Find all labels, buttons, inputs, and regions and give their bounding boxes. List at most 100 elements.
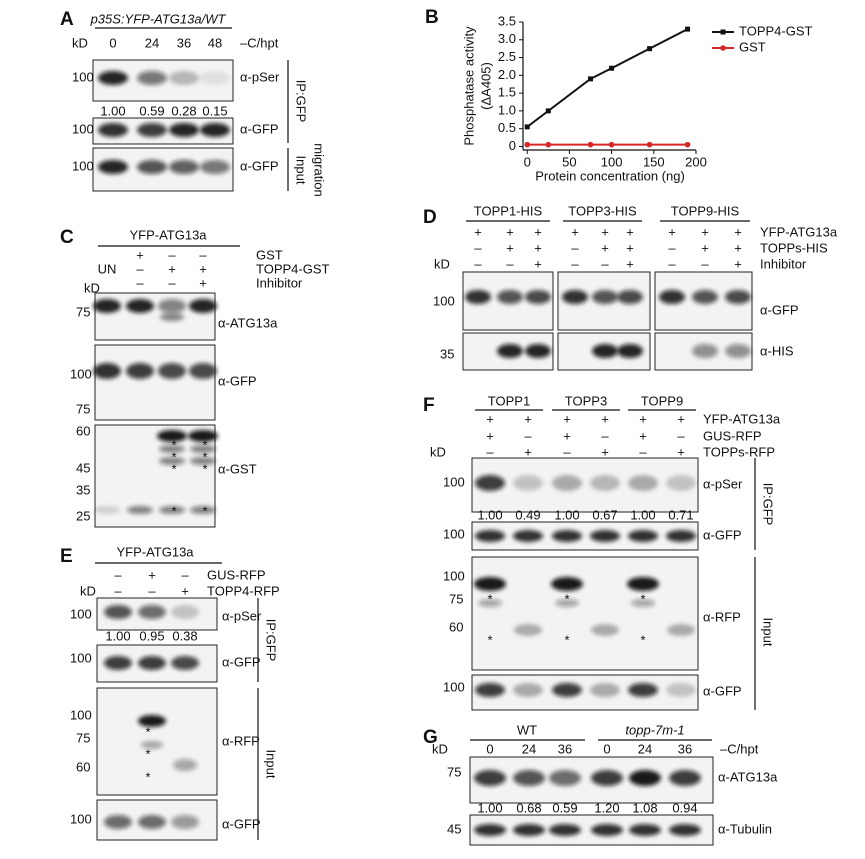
lane-label: 0 <box>603 741 610 756</box>
blot-band <box>555 599 579 607</box>
marker: 35 <box>76 482 90 497</box>
blot-band <box>628 530 658 542</box>
blot-band <box>669 770 701 786</box>
sign: + <box>136 247 144 262</box>
quantification: 1.00 <box>554 507 579 522</box>
data-point <box>608 141 615 148</box>
blot-band <box>513 530 543 542</box>
blot-band <box>474 577 506 591</box>
blot-band <box>666 530 696 542</box>
sign: – <box>114 567 122 582</box>
marker: 35 <box>440 346 454 361</box>
blot-band <box>475 683 505 697</box>
blot-band <box>474 824 506 836</box>
sign: + <box>734 240 742 255</box>
sign: + <box>474 224 482 239</box>
sign: – <box>601 256 609 271</box>
quantification: 0.94 <box>672 800 697 815</box>
sign: – <box>571 240 579 255</box>
marker: 75 <box>76 401 90 416</box>
panel-label: C <box>60 227 74 248</box>
label: kD <box>432 741 448 756</box>
antibody: α-HIS <box>760 343 794 358</box>
sign: + <box>506 240 514 255</box>
marker: 45 <box>76 460 90 475</box>
bracket-label: Input <box>264 750 279 779</box>
blot-band <box>592 290 618 304</box>
blot-band <box>666 475 696 491</box>
blot-band <box>137 160 167 174</box>
sign: – <box>677 428 685 443</box>
sign: + <box>486 428 494 443</box>
blot-band <box>200 160 230 174</box>
sign: + <box>534 240 542 255</box>
lane-label: 0 <box>486 741 493 756</box>
blot-band <box>189 363 217 379</box>
blot-band <box>549 770 581 786</box>
label: kD <box>84 280 100 295</box>
bracket-label: IP:GFP <box>294 80 309 123</box>
label: kD <box>72 35 88 50</box>
data-point <box>545 141 552 148</box>
blot-band <box>474 770 506 786</box>
blot-band <box>138 656 166 670</box>
marker: 100 <box>443 474 465 489</box>
antibody: α-GST <box>218 461 257 476</box>
blot-band <box>549 824 581 836</box>
treatment: TOPPs-HIS <box>760 240 828 255</box>
blot-band <box>173 759 197 771</box>
sign: + <box>639 428 647 443</box>
antibody: α-GFP <box>222 654 261 669</box>
blot-band <box>157 430 187 442</box>
marker: 75 <box>447 764 461 779</box>
quantification: 0.71 <box>668 507 693 522</box>
quantification: 0.15 <box>202 103 227 118</box>
lane-label: 24 <box>145 35 159 50</box>
y-axis-label: (ΔA405) <box>478 62 493 110</box>
panel-title: p35S:YFP-ATG13a/WT <box>90 11 227 26</box>
blot-band <box>159 506 185 514</box>
panel-label: A <box>60 9 74 30</box>
blot-band <box>628 475 658 491</box>
marker: 100 <box>70 811 92 826</box>
label: kD <box>434 256 450 271</box>
series-line <box>526 28 689 128</box>
panel-label: B <box>425 7 439 28</box>
sign: – <box>181 567 189 582</box>
quantification: 0.59 <box>139 103 164 118</box>
sign: – <box>486 444 494 459</box>
sign: + <box>601 224 609 239</box>
band-asterisk: * <box>487 632 492 647</box>
sign: + <box>601 240 609 255</box>
blot-band <box>692 344 718 358</box>
blot-band <box>137 123 167 137</box>
legend-marker <box>720 45 726 51</box>
sign: + <box>701 240 709 255</box>
band-asterisk: * <box>564 632 569 647</box>
marker: 60 <box>76 759 90 774</box>
sign: + <box>601 411 609 426</box>
data-point <box>646 141 653 148</box>
antibody: α-pSer <box>240 69 280 84</box>
blot-band <box>137 71 167 85</box>
band-asterisk: * <box>202 449 207 464</box>
x-tick-label: 150 <box>643 154 665 169</box>
sign: – <box>474 256 482 271</box>
panel-label: E <box>60 546 73 567</box>
sign: – <box>114 583 122 598</box>
marker: 100 <box>70 650 92 665</box>
data-point <box>588 76 594 82</box>
blot-band <box>725 344 751 358</box>
blot-band <box>525 344 551 358</box>
group-label: TOPP3-HIS <box>568 203 637 218</box>
blot-band <box>667 624 695 636</box>
band-asterisk: * <box>202 503 207 518</box>
sign: + <box>563 411 571 426</box>
lane-label: 36 <box>678 741 692 756</box>
blot-band <box>171 656 199 670</box>
sign: + <box>571 224 579 239</box>
sign: + <box>199 275 207 290</box>
band-asterisk: * <box>202 437 207 452</box>
sign: + <box>734 256 742 271</box>
antibody: α-GFP <box>222 816 261 831</box>
